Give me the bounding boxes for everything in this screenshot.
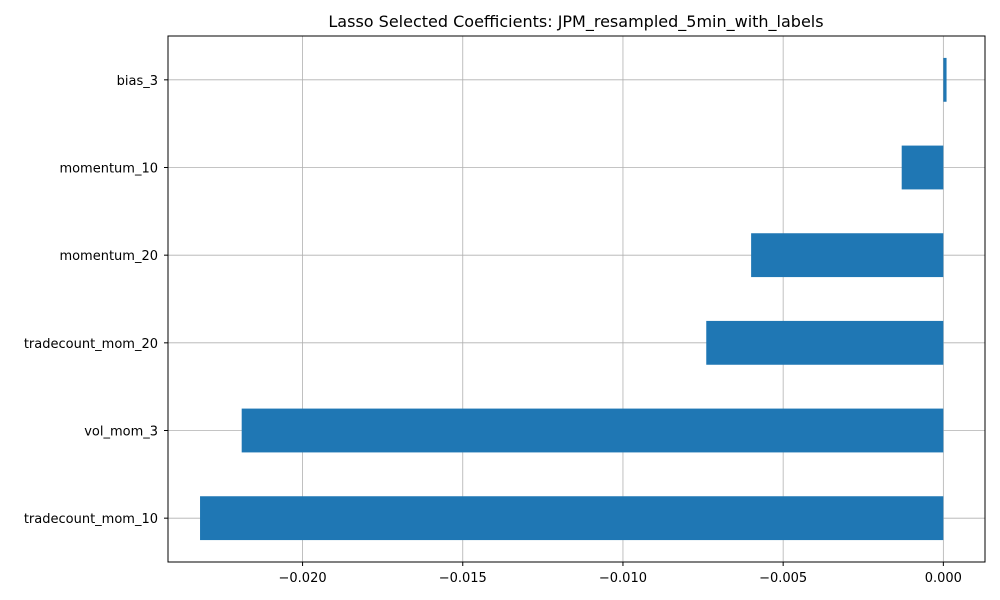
y-tick-label: vol_mom_3 (84, 425, 158, 440)
bars (200, 57, 947, 541)
plot-frame (167, 35, 986, 563)
y-tick-label: tradecount_mom_10 (24, 512, 158, 527)
chart-title: Lasso Selected Coefficients: JPM_resampl… (328, 12, 823, 32)
bar-momentum_20 (751, 233, 944, 278)
tick-labels: −0.020 −0.015 −0.010 −0.005 0.000 tradecount_… (24, 74, 962, 586)
x-tick-label: 0.000 (925, 571, 962, 586)
axes (164, 35, 986, 566)
y-tick-label: tradecount_mom_20 (24, 337, 158, 352)
bar-bias_3 (943, 57, 947, 102)
bar-tradecount_mom_20 (706, 320, 944, 365)
x-tick-label: −0.010 (599, 571, 647, 586)
bar-tradecount_mom_10 (200, 496, 944, 541)
bar-vol_mom_3 (241, 408, 944, 453)
y-tick-label: bias_3 (117, 74, 158, 89)
x-tick-label: −0.015 (439, 571, 487, 586)
y-tick-label: momentum_10 (59, 162, 158, 177)
grid-lines (168, 36, 985, 562)
x-tick-label: −0.020 (279, 571, 327, 586)
bar-momentum_10 (901, 145, 944, 190)
x-tick-label: −0.005 (759, 571, 807, 586)
y-tick-label: momentum_20 (59, 249, 158, 264)
